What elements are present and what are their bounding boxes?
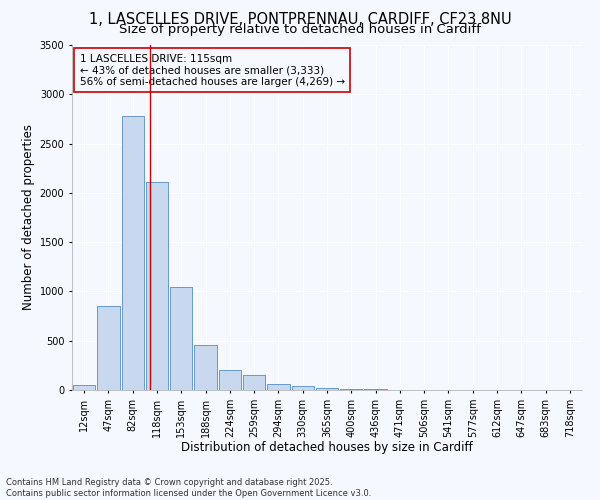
Y-axis label: Number of detached properties: Number of detached properties bbox=[22, 124, 35, 310]
Bar bbox=[218, 370, 241, 390]
Bar bbox=[243, 375, 265, 390]
Bar bbox=[146, 182, 168, 390]
Bar bbox=[316, 388, 338, 390]
Bar bbox=[97, 306, 119, 390]
Bar bbox=[194, 345, 217, 390]
Bar bbox=[267, 384, 290, 390]
Bar bbox=[73, 384, 95, 390]
Bar bbox=[340, 388, 362, 390]
Text: Contains HM Land Registry data © Crown copyright and database right 2025.
Contai: Contains HM Land Registry data © Crown c… bbox=[6, 478, 371, 498]
Bar bbox=[364, 389, 387, 390]
Text: 1 LASCELLES DRIVE: 115sqm
← 43% of detached houses are smaller (3,333)
56% of se: 1 LASCELLES DRIVE: 115sqm ← 43% of detac… bbox=[80, 54, 345, 87]
Bar bbox=[122, 116, 144, 390]
Text: Size of property relative to detached houses in Cardiff: Size of property relative to detached ho… bbox=[119, 22, 481, 36]
Bar bbox=[170, 288, 193, 390]
X-axis label: Distribution of detached houses by size in Cardiff: Distribution of detached houses by size … bbox=[181, 442, 473, 454]
Bar bbox=[292, 386, 314, 390]
Text: 1, LASCELLES DRIVE, PONTPRENNAU, CARDIFF, CF23 8NU: 1, LASCELLES DRIVE, PONTPRENNAU, CARDIFF… bbox=[89, 12, 511, 28]
